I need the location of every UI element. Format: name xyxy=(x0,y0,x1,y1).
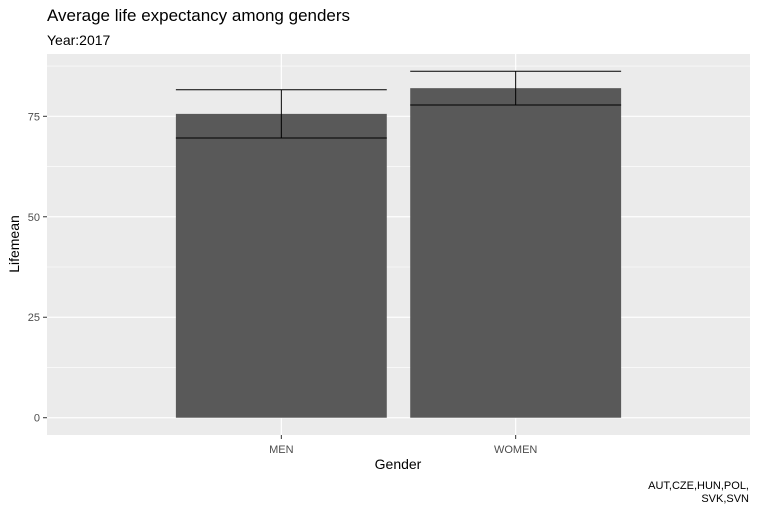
caption-line: SVK,SVN xyxy=(701,493,749,505)
plot-panel xyxy=(47,54,750,435)
error-bars xyxy=(175,70,622,139)
chart-title: Average life expectancy among genders xyxy=(47,6,351,25)
y-axis-ticks: 0 25 50 75 xyxy=(28,111,47,425)
bars xyxy=(175,88,622,418)
bar-men xyxy=(175,113,387,418)
y-tick-label: 0 xyxy=(34,413,40,425)
x-axis-ticks: MEN WOMEN xyxy=(269,435,537,456)
x-tick-label: MEN xyxy=(269,444,294,456)
x-axis-label: Gender xyxy=(375,456,422,472)
error-bar-men xyxy=(175,89,387,139)
bar-women xyxy=(410,88,622,418)
chart-caption: AUT,CZE,HUN,POL, SVK,SVN xyxy=(619,480,749,506)
y-tick-label: 50 xyxy=(28,212,40,224)
y-axis-label: Lifemean xyxy=(6,215,22,273)
y-tick-label: 75 xyxy=(28,111,40,123)
y-tick-label: 25 xyxy=(28,312,40,324)
caption-line: AUT,CZE,HUN,POL, xyxy=(648,480,749,492)
error-bar-women xyxy=(410,70,622,106)
x-tick-label: WOMEN xyxy=(494,444,537,456)
chart-subtitle: Year:2017 xyxy=(47,32,111,48)
